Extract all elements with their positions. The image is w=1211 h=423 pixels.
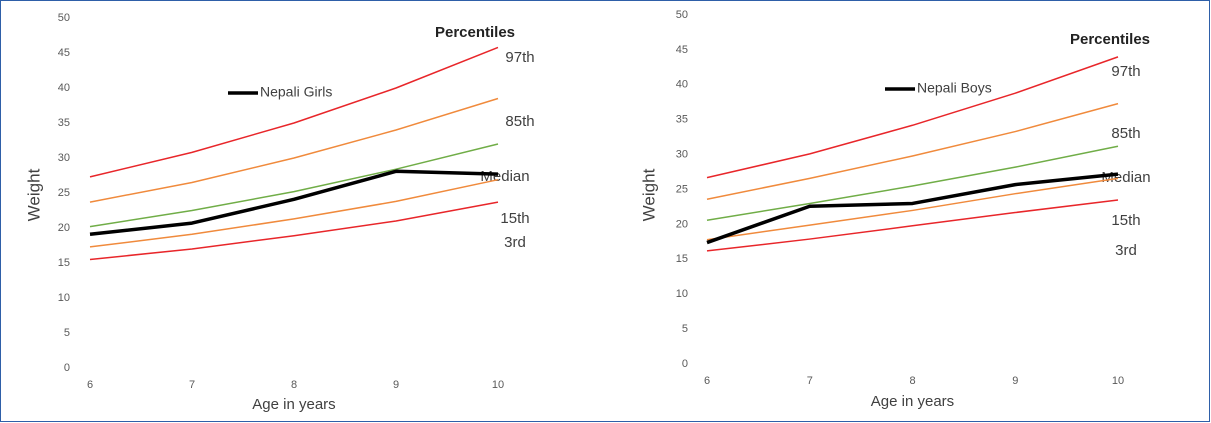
y-tick-label: 15	[676, 253, 688, 265]
x-tick-label: 8	[291, 379, 297, 391]
y-tick-label: 0	[682, 358, 688, 370]
percentile-line	[706, 199, 1119, 252]
y-tick-label: 5	[64, 327, 70, 339]
x-tick-label: 6	[87, 379, 93, 391]
x-axis-title: Age in years	[252, 396, 335, 413]
percentile-line	[706, 56, 1119, 179]
y-tick-label: 0	[64, 362, 70, 374]
x-tick-label: 10	[492, 379, 504, 391]
percentile-label: 3rd	[504, 234, 526, 251]
percentile-label: 85th	[1111, 125, 1140, 142]
x-tick-label: 9	[393, 379, 399, 391]
y-tick-label: 35	[676, 114, 688, 126]
x-axis-title: Age in years	[871, 393, 954, 410]
y-tick-label: 10	[676, 288, 688, 300]
x-tick-label: 6	[704, 375, 710, 387]
x-tick-label: 8	[909, 375, 915, 387]
x-tick-label: 9	[1012, 375, 1018, 387]
percentile-label: 97th	[505, 49, 534, 66]
percentile-line	[89, 97, 499, 203]
y-tick-label: 30	[676, 149, 688, 161]
y-tick-label: 50	[676, 9, 688, 21]
x-tick-label: 7	[189, 379, 195, 391]
y-tick-label: 25	[676, 183, 688, 195]
percentile-line	[89, 143, 499, 228]
y-tick-label: 20	[676, 218, 688, 230]
x-tick-label: 7	[807, 375, 813, 387]
y-tick-label: 45	[58, 47, 70, 59]
percentile-label: 85th	[505, 113, 534, 130]
percentile-line	[89, 178, 499, 248]
y-tick-label: 10	[58, 292, 70, 304]
percentile-label: 15th	[500, 210, 529, 227]
percentile-label: Median	[1101, 169, 1150, 186]
y-tick-label: 45	[676, 44, 688, 56]
observed-line	[706, 172, 1119, 245]
y-tick-label: 35	[58, 117, 70, 129]
percentile-line	[89, 46, 499, 178]
y-tick-label: 40	[58, 82, 70, 94]
x-tick-label: 10	[1112, 375, 1124, 387]
percentile-line	[706, 102, 1119, 201]
y-axis-title: Weight	[639, 168, 658, 221]
percentile-label: 15th	[1111, 212, 1140, 229]
legend-label: Nepali Boys	[917, 80, 992, 96]
legend-label: Nepali Girls	[260, 84, 332, 100]
percentile-line	[706, 177, 1119, 241]
percentile-line	[706, 145, 1119, 221]
percentile-label: 97th	[1111, 63, 1140, 80]
y-tick-label: 5	[682, 323, 688, 335]
legend-title: Percentiles	[1070, 31, 1150, 48]
observed-line	[89, 169, 499, 237]
percentile-label: 3rd	[1115, 242, 1137, 259]
y-tick-label: 50	[58, 12, 70, 24]
y-tick-label: 15	[58, 257, 70, 269]
y-tick-label: 20	[58, 222, 70, 234]
y-tick-label: 25	[58, 187, 70, 199]
y-tick-label: 30	[58, 152, 70, 164]
y-axis-title: Weight	[24, 168, 43, 221]
legend-title: Percentiles	[435, 24, 515, 41]
percentile-line	[89, 201, 499, 261]
y-tick-label: 40	[676, 79, 688, 91]
